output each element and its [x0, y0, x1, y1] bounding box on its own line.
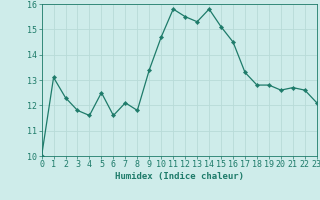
X-axis label: Humidex (Indice chaleur): Humidex (Indice chaleur)	[115, 172, 244, 181]
